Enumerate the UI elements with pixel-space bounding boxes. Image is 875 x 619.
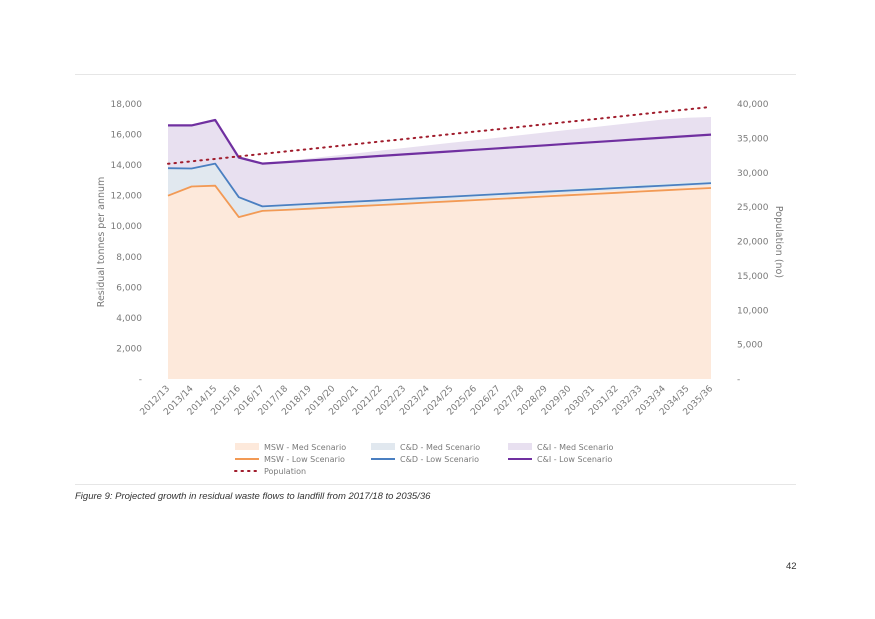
y-tick-label: 6,000 (116, 283, 142, 293)
left-axis-title: Residual tonnes per annum (96, 177, 107, 307)
figure-caption: Figure 9: Projected growth in residual w… (75, 491, 431, 502)
legend-item-ci-low-scenario: C&I - Low Scenario (508, 455, 612, 464)
legend-label: C&I - Med Scenario (537, 443, 613, 452)
right-axis-ticks: - 5,000 10,000 15,000 20,000 25,000 30,000 35,0… (737, 100, 769, 385)
page-number: 42 (786, 561, 797, 572)
bottom-divider (75, 484, 796, 485)
y-tick-label: 14,000 (111, 161, 143, 171)
left-axis-ticks: - 2,000 4,000 6,000 8,000 10,000 12,000 14,000 1… (111, 100, 143, 385)
legend-label: Population (264, 467, 306, 476)
y2-tick-label: 15,000 (737, 272, 769, 282)
y-tick-label: 4,000 (116, 314, 142, 324)
line-ci-low-scenario (168, 118, 712, 165)
y2-tick-label: 30,000 (737, 169, 769, 179)
y-tick-label: 16,000 (111, 131, 143, 141)
legend-swatch (371, 443, 395, 450)
y2-tick-label: 25,000 (737, 203, 769, 213)
legend-item-cd-low-scenario: C&D - Low Scenario (371, 455, 479, 464)
line-msw-low-scenario (167, 184, 712, 219)
legend-label: C&D - Low Scenario (400, 455, 479, 464)
legend-label: MSW - Low Scenario (264, 455, 345, 464)
y2-tick-label: 35,000 (737, 134, 769, 144)
line-layer (167, 105, 712, 219)
y-tick-label: 18,000 (111, 100, 143, 110)
y2-tick-label: 5,000 (737, 341, 763, 351)
y-tick-label: 10,000 (111, 222, 143, 232)
chart-legend: MSW - Med Scenario C&D - Med Scenario C&I … (234, 443, 613, 476)
legend-item-population: Population (234, 467, 306, 476)
y2-tick-label: - (737, 375, 740, 385)
y-tick-label: - (139, 375, 142, 385)
legend-item-ci-med-scenario: C&I - Med Scenario (508, 443, 613, 452)
y2-tick-label: 40,000 (737, 100, 769, 110)
y-tick-label: 2,000 (116, 344, 142, 354)
legend-swatch (508, 443, 532, 450)
line-population (167, 105, 712, 165)
y-tick-label: 12,000 (111, 192, 143, 202)
line-cd-low-scenario (167, 162, 712, 208)
x-axis-ticks: 2012/132013/142014/152015/162016/172017/… (139, 384, 716, 418)
legend-item-msw-low-scenario: MSW - Low Scenario (235, 455, 345, 464)
legend-item-cd-med-scenario: C&D - Med Scenario (371, 443, 480, 452)
legend-item-msw-med-scenario: MSW - Med Scenario (235, 443, 346, 452)
area-msw-med-scenario (168, 185, 711, 379)
y2-tick-label: 20,000 (737, 238, 769, 248)
legend-swatch (235, 443, 259, 450)
right-axis-title: Population (no) (773, 206, 784, 278)
legend-label: MSW - Med Scenario (264, 443, 346, 452)
top-divider (75, 74, 796, 75)
legend-label: C&D - Med Scenario (400, 443, 480, 452)
area-layer (168, 117, 711, 379)
y-tick-label: 8,000 (116, 253, 142, 263)
legend-label: C&I - Low Scenario (537, 455, 612, 464)
y2-tick-label: 10,000 (737, 306, 769, 316)
